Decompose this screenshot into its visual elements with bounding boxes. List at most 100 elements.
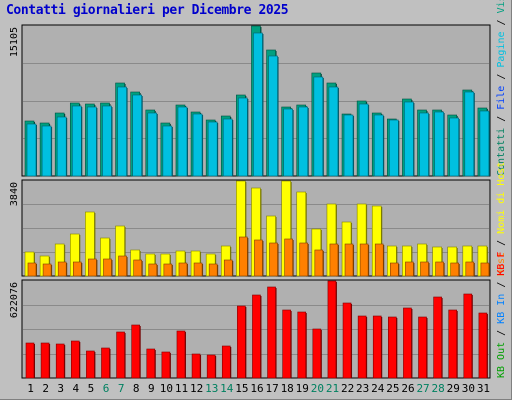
kbf-bar-2-shade bbox=[49, 344, 51, 378]
hosts-bar-31 bbox=[480, 262, 490, 277]
kbf-bar-28-shade bbox=[441, 298, 443, 378]
pages-bar-2 bbox=[41, 125, 52, 177]
hosts-bar-29 bbox=[450, 262, 460, 277]
pages-bar-17 bbox=[268, 55, 278, 177]
pages-bar-15 bbox=[238, 97, 248, 177]
kbf-bar-19 bbox=[297, 311, 307, 379]
hosts-bar-28-shade bbox=[443, 263, 445, 276]
hosts-bar-21 bbox=[329, 243, 339, 277]
pages-bar-19 bbox=[298, 106, 309, 177]
hosts-bar-8-shade bbox=[141, 261, 143, 276]
panel-3-ymax-label: 622076 bbox=[9, 282, 20, 318]
kbf-bar-31-shade bbox=[486, 314, 488, 378]
kbf-bar-23 bbox=[357, 315, 367, 379]
hostnames-bar-27-shade bbox=[426, 245, 428, 276]
hostnames-bar-31-shade bbox=[486, 247, 488, 276]
hostnames-bar-15-shade bbox=[245, 182, 247, 276]
hosts-bar-9-shade bbox=[156, 265, 158, 276]
kbf-bar-7 bbox=[116, 331, 125, 379]
kbf-bar-4 bbox=[70, 340, 80, 379]
hostnames-bar-21-shade bbox=[335, 205, 337, 276]
hostnames-bar-25-shade bbox=[396, 247, 398, 276]
pages-bar-23 bbox=[358, 103, 369, 177]
hostnames-bar-30-shade bbox=[471, 247, 473, 276]
hosts-bar-5-shade bbox=[96, 260, 98, 276]
hosts-bar-2 bbox=[42, 263, 52, 277]
kbf-bar-10-shade bbox=[169, 353, 171, 378]
pages-bar-28-shade bbox=[443, 113, 445, 176]
x-tick-label-24: 24 bbox=[371, 382, 385, 395]
hosts-bar-9 bbox=[148, 263, 158, 277]
hosts-bar-24-shade bbox=[383, 245, 385, 276]
kbf-bar-23-shade bbox=[366, 317, 368, 378]
hosts-bar-22 bbox=[344, 243, 354, 277]
kbf-bar-3-shade bbox=[64, 345, 66, 378]
hosts-bar-20 bbox=[314, 249, 324, 277]
kbf-bar-11 bbox=[176, 330, 186, 379]
x-tick-label-15: 15 bbox=[235, 382, 248, 395]
kbf-bar-27-shade bbox=[426, 318, 428, 378]
pages-bar-12-shade bbox=[202, 115, 204, 176]
kbf-bar-21 bbox=[327, 280, 337, 379]
pages-bar-7-shade bbox=[126, 88, 128, 176]
hosts-bar-23-shade bbox=[368, 245, 370, 276]
pages-bar-8 bbox=[132, 94, 142, 177]
pages-bar-6 bbox=[102, 105, 112, 177]
hosts-bar-26 bbox=[405, 261, 414, 277]
pages-bar-3-shade bbox=[66, 118, 68, 176]
hostnames-bar-23-shade bbox=[366, 205, 368, 276]
pages-bar-31-shade bbox=[488, 112, 490, 176]
pages-bar-3 bbox=[56, 116, 67, 177]
hosts-bar-13 bbox=[208, 263, 218, 277]
hosts-bar-26-shade bbox=[413, 263, 415, 276]
hosts-bar-16 bbox=[254, 239, 263, 277]
kbf-bar-6-shade bbox=[109, 349, 111, 378]
hostnames-bar-24-shade bbox=[381, 207, 383, 276]
hosts-bar-6 bbox=[103, 258, 112, 277]
pages-bar-26 bbox=[404, 101, 414, 177]
x-tick-label-8: 8 bbox=[133, 382, 140, 395]
kbf-bar-15 bbox=[237, 305, 246, 379]
legend-entry: Nomi di Host bbox=[496, 162, 507, 234]
x-tick-label-2: 2 bbox=[42, 382, 49, 395]
hosts-bar-22-shade bbox=[353, 245, 355, 276]
x-tick-label-3: 3 bbox=[57, 382, 64, 395]
hosts-bar-27 bbox=[420, 261, 429, 277]
legend-entry: Pagine bbox=[496, 31, 507, 67]
kbf-bar-30 bbox=[463, 293, 473, 379]
pages-bar-26-shade bbox=[413, 103, 415, 176]
kbf-bar-6 bbox=[101, 347, 110, 379]
kbf-bar-20-shade bbox=[320, 330, 322, 378]
pages-bar-6-shade bbox=[111, 107, 113, 176]
kbf-bar-24-shade bbox=[381, 317, 383, 378]
kbf-bar-5 bbox=[86, 350, 95, 379]
hosts-bar-1 bbox=[27, 262, 37, 277]
kbf-bar-7-shade bbox=[124, 333, 126, 378]
hosts-bar-30-shade bbox=[473, 263, 475, 276]
x-tick-label-17: 17 bbox=[265, 382, 278, 395]
pages-bar-27 bbox=[419, 112, 429, 177]
hosts-bar-4-shade bbox=[81, 263, 83, 276]
pages-bar-18 bbox=[283, 108, 293, 177]
kbf-bar-14-shade bbox=[230, 347, 232, 378]
legend-entry: KB In bbox=[496, 294, 507, 324]
hosts-bar-18-shade bbox=[292, 240, 294, 276]
kbf-bar-24 bbox=[372, 315, 382, 379]
pages-bar-8-shade bbox=[141, 96, 143, 176]
pages-bar-18-shade bbox=[292, 110, 294, 176]
legend-entry: Visite bbox=[496, 0, 507, 13]
kbf-bar-3 bbox=[55, 343, 65, 379]
hosts-bar-10-shade bbox=[171, 265, 173, 276]
hosts-bar-24 bbox=[374, 243, 384, 277]
kbf-bar-12-shade bbox=[200, 355, 202, 378]
pages-bar-5 bbox=[87, 106, 97, 177]
hosts-bar-23 bbox=[359, 243, 369, 277]
legend-panel-2: Host / Nomi di Host bbox=[496, 162, 507, 276]
pages-bar-25-shade bbox=[398, 121, 400, 176]
hostnames-bar-5-shade bbox=[94, 213, 96, 276]
pages-bar-13-shade bbox=[217, 123, 219, 176]
hosts-bar-20-shade bbox=[322, 251, 324, 276]
kbf-bar-11-shade bbox=[184, 332, 186, 378]
x-tick-label-25: 25 bbox=[386, 382, 399, 395]
x-tick-label-29: 29 bbox=[447, 382, 460, 395]
